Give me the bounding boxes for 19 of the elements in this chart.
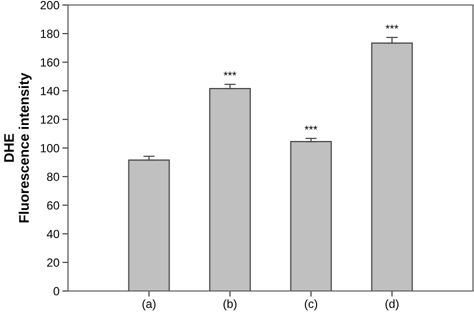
y-tick-label: 180 <box>40 30 60 38</box>
y-tick-label: 60 <box>47 201 60 210</box>
y-tick-label: 140 <box>40 86 60 96</box>
y-tick-label: 0 <box>54 287 60 296</box>
x-tick-label: (b) <box>224 299 236 310</box>
y-tick-label: 120 <box>40 115 60 124</box>
annotation: *** <box>386 24 398 29</box>
y-tick-label: 40 <box>46 230 60 238</box>
y-tick-label: 200 <box>40 1 60 10</box>
x-tick-label: (c) <box>304 299 318 310</box>
annotation: *** <box>224 72 236 76</box>
x-tick-label: (a) <box>142 299 156 310</box>
y-tick-label: 20 <box>47 258 60 267</box>
y-tick-label: 80 <box>47 172 60 181</box>
y-axis-title: DHE Fluorescence intensity <box>4 72 32 222</box>
x-tick-label: (d) <box>386 299 398 310</box>
y-tick-label: 160 <box>40 58 60 67</box>
y-tick-label: 100 <box>40 144 60 152</box>
annotation: *** <box>304 126 318 130</box>
